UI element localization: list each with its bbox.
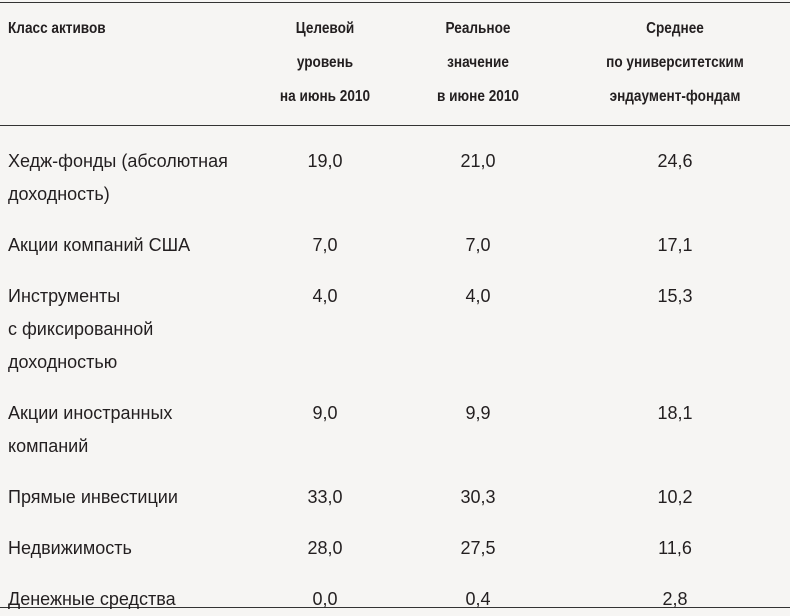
cell-value: 18,1 (657, 403, 693, 423)
cell-value: 2,8 (662, 589, 688, 609)
column-header: Целевой уровень на июнь 2010 (279, 20, 371, 105)
row-label: Денежные средства (8, 589, 176, 609)
cell-value: 27,5 (460, 538, 496, 558)
column-header: Класс активов (8, 20, 106, 37)
row-label: Инструменты с фиксированной доходностью (8, 286, 154, 372)
cell-value: 21,0 (460, 151, 496, 171)
row-label: Хедж-фонды (абсолютная доходность) (8, 151, 228, 204)
bottom-rule (0, 607, 790, 608)
cell-value: 9,0 (312, 403, 338, 423)
row-label: Акции иностранных компаний (8, 403, 173, 456)
cell-value: 0,0 (312, 589, 338, 609)
cell-value: 19,0 (307, 151, 343, 171)
cell-value: 15,3 (657, 286, 693, 306)
column-header: Среднее по университетским эндаумент-фон… (606, 20, 744, 105)
cell-value: 7,0 (312, 235, 338, 255)
cell-value: 24,6 (657, 151, 693, 171)
cell-value: 17,1 (657, 235, 693, 255)
cell-value: 0,4 (465, 589, 491, 609)
cell-value: 4,0 (312, 286, 338, 306)
cell-value: 7,0 (465, 235, 491, 255)
column-header: Реальное значение в июне 2010 (437, 20, 519, 105)
cell-value: 11,6 (658, 538, 692, 558)
header-rule (0, 125, 790, 126)
row-label: Прямые инвестиции (8, 487, 178, 507)
cell-value: 28,0 (307, 538, 343, 558)
cell-value: 4,0 (465, 286, 491, 306)
cell-value: 30,3 (460, 487, 496, 507)
cell-value: 9,9 (465, 403, 491, 423)
row-label: Акции компаний США (8, 235, 191, 255)
cell-value: 10,2 (657, 487, 693, 507)
top-rule (0, 2, 790, 3)
cell-value: 33,0 (307, 487, 343, 507)
row-label: Недвижимость (8, 538, 132, 558)
